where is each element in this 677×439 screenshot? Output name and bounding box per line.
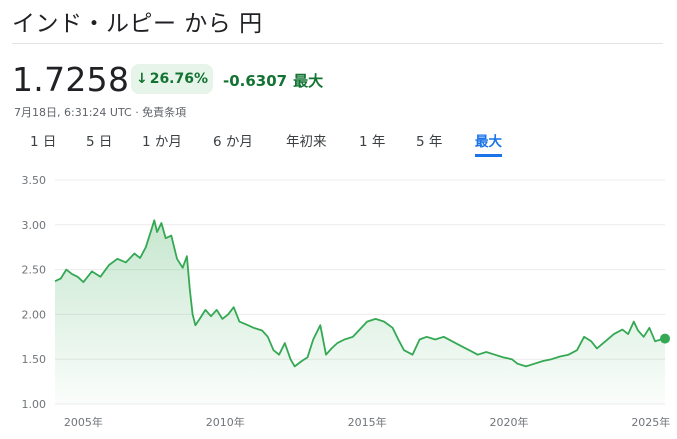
y-tick-label: 2.00 <box>22 308 47 321</box>
y-tick-label: 1.00 <box>22 398 47 411</box>
page-title: インド・ルピー から 円 <box>12 11 263 37</box>
current-price-dot <box>660 333 670 344</box>
percent-change-value: 26.76% <box>149 71 209 87</box>
quote-timestamp: 7月18日, 6:31:24 UTC · 免責条項 <box>14 106 187 119</box>
absolute-change: -0.6307 最大 <box>223 70 323 91</box>
x-tick-label: 2025年 <box>631 415 670 429</box>
time-range-tabs: 1 日 5 日 1 か月 6 か月 年初来 1 年 5 年 最大 <box>0 130 677 157</box>
price-line <box>54 219 666 368</box>
change-period-label: 最大 <box>293 72 324 90</box>
price-chart[interactable]: 3.50 3.00 2.50 2.00 1.50 1.00 2005年 2010年 2015年… <box>0 160 677 439</box>
tab-1-day[interactable]: 1 日 <box>30 134 57 150</box>
current-price: 1.7258 <box>12 60 130 99</box>
y-tick-label: 1.50 <box>22 353 47 366</box>
price-area-fill <box>55 220 665 404</box>
percent-change-badge: ↓ 26.76% <box>131 64 213 94</box>
x-tick-label: 2015年 <box>348 415 387 429</box>
tab-1-year[interactable]: 1 年 <box>359 134 386 150</box>
x-tick-label: 2010年 <box>206 415 245 429</box>
change-value: -0.6307 <box>223 72 288 90</box>
x-tick-label: 2020年 <box>489 415 528 429</box>
y-tick-label: 3.00 <box>22 219 47 232</box>
y-tick-label: 3.50 <box>22 174 47 187</box>
y-axis-labels: 3.50 3.00 2.50 2.00 1.50 1.00 <box>22 174 47 411</box>
tab-5-year[interactable]: 5 年 <box>416 134 443 150</box>
tab-6-month[interactable]: 6 か月 <box>213 134 253 150</box>
tab-1-month[interactable]: 1 か月 <box>142 134 182 150</box>
x-axis-labels: 2005年 2010年 2015年 2020年 2025年 <box>64 415 670 429</box>
header-divider <box>12 43 663 44</box>
arrow-down-icon: ↓ <box>135 71 148 87</box>
tab-5-day[interactable]: 5 日 <box>86 134 113 150</box>
x-tick-label: 2005年 <box>64 415 103 429</box>
y-tick-label: 2.50 <box>22 264 47 277</box>
tab-max[interactable]: 最大 <box>475 130 502 157</box>
tab-ytd[interactable]: 年初来 <box>286 134 327 150</box>
